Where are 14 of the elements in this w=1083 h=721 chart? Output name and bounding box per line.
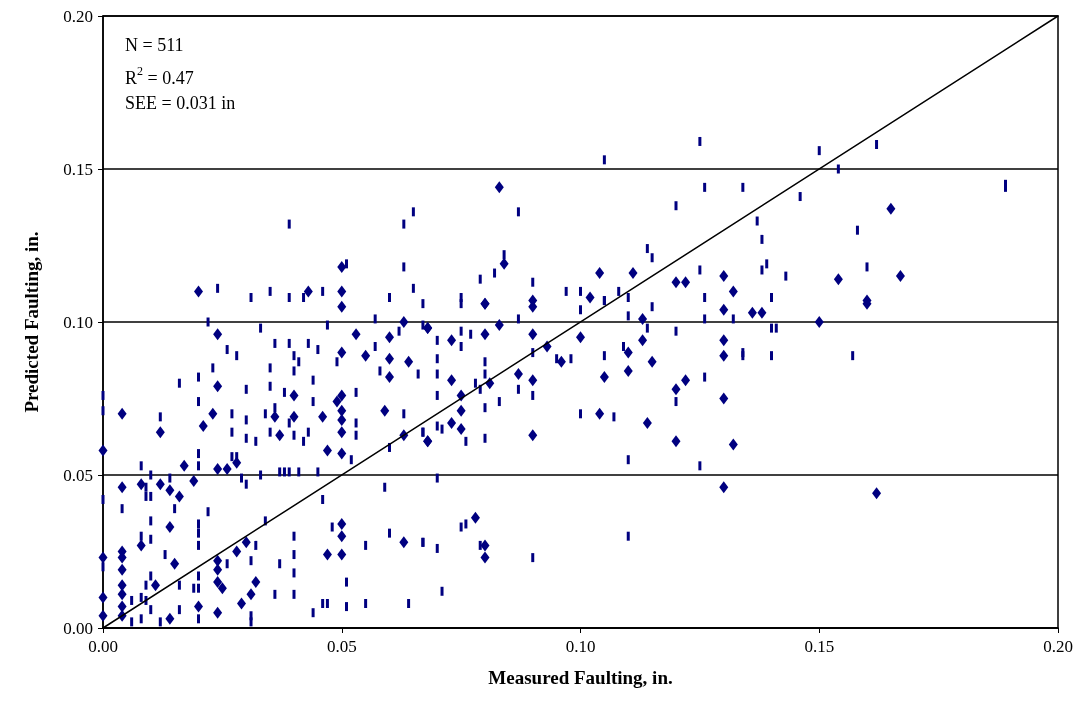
x-axis-title: Measured Faulting, in. — [488, 667, 673, 688]
x-tick-label: 0.15 — [804, 637, 835, 656]
annotation: N = 511 — [125, 35, 184, 55]
annotation: SEE = 0.031 in — [125, 93, 236, 113]
x-tick-label: 0.05 — [326, 637, 357, 656]
x-tick-label: 0.10 — [565, 637, 596, 656]
y-tick-label: 0.20 — [63, 6, 93, 26]
x-tick-label: 0.20 — [1043, 637, 1073, 656]
y-tick-label: 0.05 — [63, 465, 93, 485]
y-tick-label: 0.00 — [63, 618, 93, 638]
y-tick-label: 0.10 — [63, 312, 93, 332]
y-axis-title: Predicted Faulting, in. — [21, 231, 42, 413]
y-tick-label: 0.15 — [63, 159, 93, 179]
x-tick-label: 0.00 — [88, 637, 118, 656]
